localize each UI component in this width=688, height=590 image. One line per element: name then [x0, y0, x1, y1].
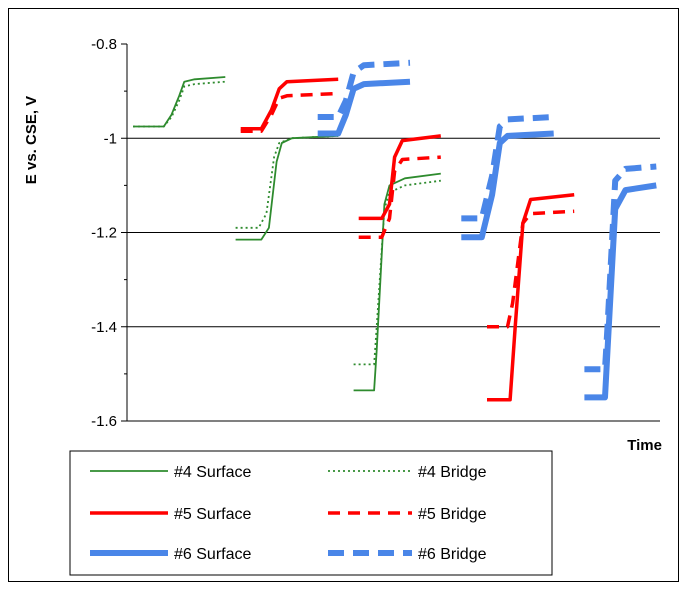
- legend-label-6-surface: #6 Surface: [174, 546, 251, 563]
- y-tick-label: -1: [104, 130, 117, 147]
- legend-label-4-surface: #4 Surface: [174, 464, 251, 481]
- y-tick-label: -1.6: [91, 413, 117, 430]
- legend-label-6-bridge: #6 Bridge: [418, 546, 487, 563]
- series-line-6-bridge-run-2: [461, 114, 554, 222]
- series-line-4-bridge-run-3: [353, 179, 441, 366]
- legend: #4 Surface #4 Bridge #5 Surface #5 Bridge #6…: [90, 464, 487, 563]
- series-lines: [133, 59, 657, 402]
- series-line-5-bridge-run-1: [240, 91, 339, 133]
- legend-label-5-bridge: #5 Bridge: [418, 506, 487, 523]
- series-line-5-bridge-run-3: [487, 209, 575, 329]
- y-tick-label: -0.8: [91, 36, 117, 53]
- series-line-4-bridge-run-1: [133, 80, 226, 128]
- series-line-5-surface-run-3: [487, 193, 575, 402]
- y-tick-labels: -0.8 -1 -1.2 -1.4 -1.6: [91, 36, 117, 430]
- series-line-5-bridge-run-2: [358, 155, 441, 239]
- series-line-6-surface-run-3: [584, 182, 657, 401]
- legend-label-4-bridge: #4 Bridge: [418, 464, 487, 481]
- series-line-5-surface-run-1: [240, 77, 339, 131]
- series-line-6-bridge-run-3: [584, 163, 657, 373]
- series-line-4-surface-run-3: [353, 172, 441, 392]
- axes: [121, 43, 660, 422]
- series-line-6-bridge-run-1: [317, 59, 411, 120]
- series-line-6-surface-run-1: [317, 78, 411, 137]
- series-line-4-bridge-run-2: [235, 135, 339, 229]
- y-tick-label: -1.4: [91, 319, 117, 336]
- x-axis-label: Time: [627, 437, 662, 454]
- legend-label-5-surface: #5 Surface: [174, 506, 251, 523]
- gridlines: [127, 137, 660, 328]
- series-line-5-surface-run-2: [358, 134, 442, 221]
- series-line-4-surface-run-2: [235, 135, 339, 241]
- y-tick-label: -1.2: [91, 225, 117, 242]
- y-axis-label: E vs. CSE, V: [23, 96, 40, 184]
- series-line-6-surface-run-2: [461, 130, 554, 241]
